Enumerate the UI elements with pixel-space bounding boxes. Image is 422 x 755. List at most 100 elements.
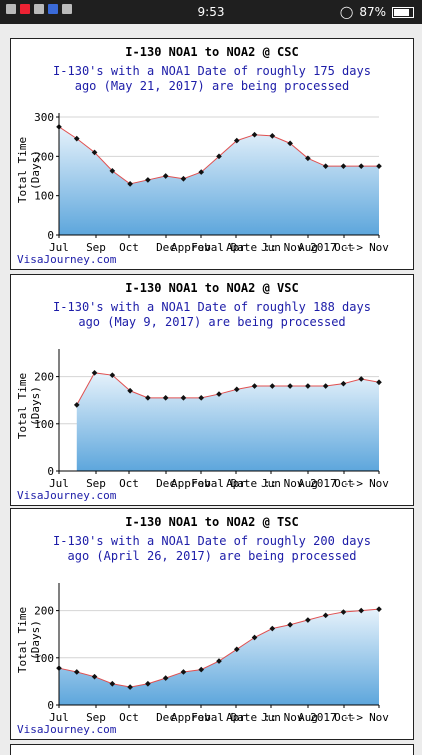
brand-link[interactable]: VisaJourney.com — [17, 489, 117, 502]
x-tick-label: Jul — [49, 711, 69, 724]
data-point — [145, 177, 151, 183]
y-tick-label: 200 — [34, 371, 54, 384]
page-content[interactable]: 0 100 200 300 Jul Sep Oct Dec Feb Apr Jun Aug Oct Nov… — [0, 24, 422, 755]
subtitle-line-2: ago (May 9, 2017) are being processed — [78, 315, 346, 329]
data-point — [73, 402, 80, 408]
data-point — [109, 168, 116, 174]
data-point — [91, 149, 98, 156]
data-point — [287, 140, 293, 147]
chart-subtitle: I-130's with a NOA1 Date of roughly 188 … — [11, 300, 413, 330]
data-point — [216, 658, 222, 664]
x-tick-label: Sep — [86, 477, 106, 490]
y-tick-label: 0 — [47, 699, 54, 712]
x-tick-label: Jun — [261, 711, 281, 724]
x-tick-label: Dec — [156, 477, 176, 490]
data-point — [127, 181, 133, 187]
y-axis-label: Total Time (Days) — [16, 606, 42, 674]
chart-panel-tsc: 0 100 200 Jul Sep Oct Dec Feb Apr Jun Aug Oct Nov I-… — [10, 508, 414, 740]
subtitle-line-2: ago (April 26, 2017) are being processed — [67, 549, 357, 563]
brand-link[interactable]: VisaJourney.com — [17, 723, 117, 736]
x-axis-label: Approval Date :: Nov 2017 --> — [171, 711, 364, 724]
status-icons — [6, 4, 72, 14]
data-point — [198, 169, 205, 175]
subtitle-line-2: ago (May 21, 2017) are being processed — [74, 79, 350, 93]
x-tick-label: Dec — [156, 241, 176, 254]
x-tick-label: Oct — [334, 711, 354, 724]
data-point — [251, 634, 258, 641]
y-axis-label: Total Time (Days) — [16, 136, 42, 204]
y-axis-label: Total Time (Days) — [16, 372, 42, 440]
x-tick-label: Apr — [226, 711, 246, 724]
series-area — [59, 609, 379, 705]
data-point — [322, 163, 329, 169]
data-point — [162, 395, 169, 401]
app-icon — [48, 4, 58, 14]
x-tick-label: Jul — [49, 241, 69, 254]
battery-level: 87% — [359, 5, 386, 19]
x-tick-label: Feb — [191, 477, 211, 490]
chart-svg: 0 100 200 Jul Sep Oct Dec Feb Apr Jun Aug Oct Nov — [34, 349, 389, 490]
data-point — [376, 163, 382, 169]
subtitle-line-1: I-130's with a NOA1 Date of roughly 200 … — [53, 534, 371, 548]
x-tick-label: Aug — [298, 477, 318, 490]
x-tick-label: Dec — [156, 711, 176, 724]
chart-title: I-130 NOA1 to NOA2 @ VSC — [125, 281, 299, 295]
series-area — [59, 126, 379, 235]
x-tick-label: Feb — [191, 711, 211, 724]
status-bar: 9:53 ◯ 87% — [0, 0, 422, 24]
x-tick-label: Oct — [334, 477, 354, 490]
data-point — [251, 131, 258, 138]
chart-title: I-130 NOA1 to NOA2 @ TSC — [125, 515, 299, 529]
data-point — [127, 684, 133, 690]
chart-panel-vsc: 0 100 200 Jul Sep Oct Dec Feb Apr Jun Aug Oct Nov I-… — [10, 274, 414, 506]
clock: 9:53 — [197, 5, 225, 19]
data-point — [305, 155, 311, 162]
status-right: ◯ 87% — [340, 5, 414, 19]
x-tick-label: Feb — [191, 241, 211, 254]
y-tick-label: 100 — [34, 418, 54, 431]
y-tick-label: 0 — [47, 229, 54, 242]
signal-icon — [6, 4, 16, 14]
x-tick-label: Nov — [369, 241, 389, 254]
x-tick-label: Jul — [49, 477, 69, 490]
battery-icon — [392, 6, 414, 18]
data-point — [358, 163, 365, 169]
x-tick-label: Oct — [119, 711, 139, 724]
data-point — [233, 137, 240, 144]
data-point — [269, 133, 276, 139]
x-axis-label: Approval Date :: Nov 2017 --> — [171, 477, 364, 490]
x-tick-label: Apr — [226, 477, 246, 490]
data-point — [340, 163, 347, 169]
x-tick-label: Oct — [119, 477, 139, 490]
x-tick-label: Jun — [261, 241, 281, 254]
chart-title: I-130 NOA1 to NOA2 @ CSC — [125, 45, 299, 59]
data-point — [180, 175, 187, 182]
brand-link[interactable]: VisaJourney.com — [17, 253, 117, 266]
x-tick-label: Nov — [369, 711, 389, 724]
x-tick-label: Oct — [334, 241, 354, 254]
chart-panel-csc: 0 100 200 300 Jul Sep Oct Dec Feb Apr Jun Aug Oct Nov… — [10, 38, 414, 270]
chart-subtitle: I-130's with a NOA1 Date of roughly 175 … — [11, 64, 413, 94]
chart-subtitle: I-130's with a NOA1 Date of roughly 200 … — [11, 534, 413, 564]
x-tick-label: Oct — [119, 241, 139, 254]
chart-svg: 0 100 200 Jul Sep Oct Dec Feb Apr Jun Aug Oct Nov — [34, 583, 389, 724]
x-tick-label: Apr — [226, 241, 246, 254]
x-tick-label: Jun — [261, 477, 281, 490]
series-area — [76, 372, 380, 471]
y-tick-label: 200 — [34, 150, 54, 163]
wifi-icon — [62, 4, 72, 14]
y-tick-label: 0 — [47, 465, 54, 478]
alarm-icon: ◯ — [339, 5, 354, 19]
signal-icon-2 — [34, 4, 44, 14]
x-tick-label: Aug — [298, 711, 318, 724]
x-tick-label: Sep — [86, 241, 106, 254]
x-tick-label: Aug — [298, 241, 318, 254]
y-tick-label: 100 — [34, 652, 54, 665]
subtitle-line-1: I-130's with a NOA1 Date of roughly 188 … — [53, 300, 371, 314]
x-tick-label: Sep — [86, 711, 106, 724]
data-point — [145, 395, 151, 401]
data-point — [91, 673, 98, 680]
x-tick-label: Nov — [369, 477, 389, 490]
data-point — [162, 173, 169, 179]
series-line — [76, 372, 380, 406]
